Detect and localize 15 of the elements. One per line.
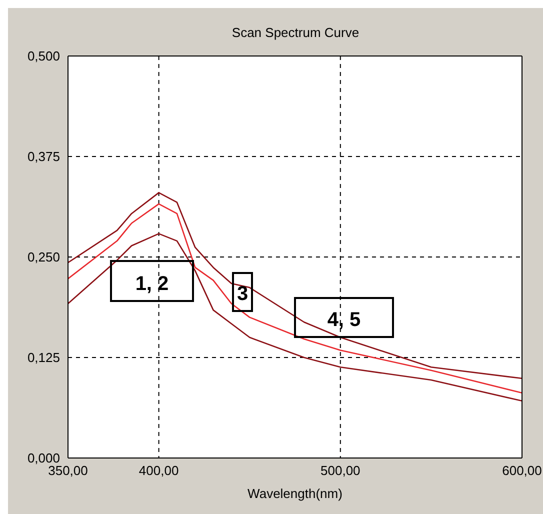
chart-title: Scan Spectrum Curve [230,25,360,40]
annotation: 1, 2 [135,272,169,296]
annotation: 4, 5 [327,308,361,332]
line-series [68,233,522,402]
x-tick-label: 350,00 [48,463,88,478]
y-tick-label: 0,500 [27,48,60,64]
y-tick-label: 0,375 [27,149,60,164]
y-tick-label: 0,250 [27,250,60,265]
y-tick-label: 0,125 [27,350,60,366]
annotation: 3 [236,282,248,306]
x-axis-title: Wavelength(nm) [248,486,342,501]
x-tick-label: 400,00 [138,463,179,478]
x-tick-label: 600,00 [502,463,542,478]
x-tick-label: 500,00 [320,463,360,478]
y-tick-label: 0,000 [27,450,60,466]
